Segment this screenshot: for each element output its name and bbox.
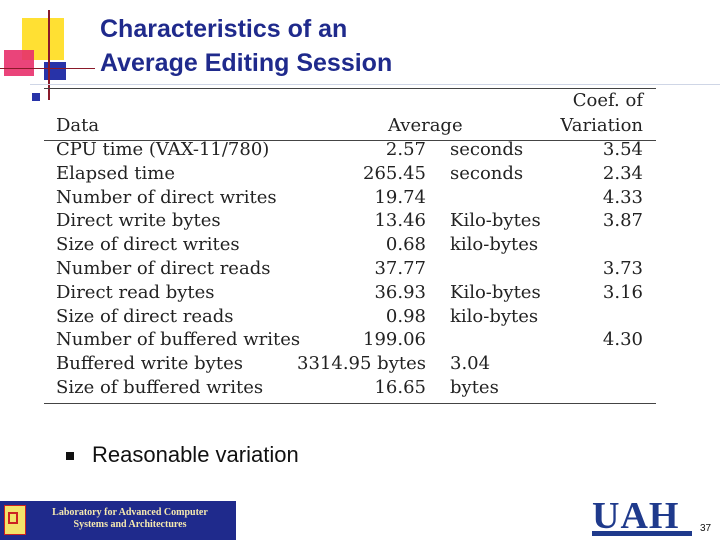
table-cell-cov: 3.87 — [602, 210, 643, 232]
lab-name: Laboratory for Advanced Computer Systems… — [30, 507, 230, 531]
lab-banner — [0, 501, 236, 540]
table-cell-avg: 13.46 — [374, 210, 426, 232]
table-cell-cov: 4.30 — [602, 329, 643, 351]
table-cell-cov: 3.16 — [602, 281, 643, 303]
lab-name-line-1: Laboratory for Advanced Computer — [52, 507, 208, 518]
table-cell-avg: 3314.95 bytes — [297, 353, 426, 375]
table-cell-data: Direct read bytes — [56, 281, 215, 303]
decor-red-square — [4, 50, 34, 76]
table-cell-cov: 3.54 — [602, 139, 643, 160]
table-cell-data: Number of buffered writes — [56, 329, 301, 351]
table-cell-data: Size of buffered writes — [56, 377, 264, 398]
table-cell-cov: 2.34 — [602, 162, 643, 184]
uah-logo-underline — [592, 531, 692, 536]
bullet-square-icon — [66, 452, 74, 460]
table-cell-data: Number of direct writes — [56, 186, 277, 208]
table-cell-unit: seconds — [450, 139, 524, 160]
table-cell-cov: 3.73 — [602, 258, 643, 279]
decor-vertical-line — [48, 10, 50, 100]
table-cell-avg: 37.77 — [374, 258, 426, 279]
editing-session-table: Coef. of Data Average Variation CPU time… — [44, 88, 656, 404]
header-cov-line1: Coef. of — [572, 90, 643, 111]
table-cell-data: Buffered write bytes — [56, 353, 243, 375]
table-cell-data: Elapsed time — [56, 162, 175, 184]
table-cell-avg: 0.98 — [385, 305, 426, 327]
table-cell-unit: kilo-bytes — [450, 305, 539, 327]
table-cell-data: CPU time (VAX-11/780) — [56, 139, 270, 160]
lab-name-line-2: Systems and Architectures — [73, 519, 187, 530]
decor-horizontal-line — [0, 68, 95, 69]
table-cell-unit: bytes — [450, 377, 499, 398]
title-line-2: Average Editing Session — [100, 49, 393, 77]
bullet-text: Reasonable variation — [92, 442, 299, 467]
table-cell-unit: seconds — [450, 162, 524, 184]
table-rule-top — [44, 88, 656, 89]
table-cell-avg: 0.68 — [385, 234, 426, 256]
table-rule-bottom — [44, 403, 656, 404]
title-line-1: Characteristics of an — [100, 15, 348, 43]
slide-title: Characteristics of an Average Editing Se… — [100, 12, 660, 80]
table-cell-data: Number of direct reads — [56, 258, 271, 279]
table-cell-cov: 4.33 — [602, 186, 643, 208]
table-cell-avg: 19.74 — [374, 186, 426, 208]
header-cov-line2: Variation — [560, 115, 643, 136]
decor-bullet-square — [32, 93, 40, 101]
table-cell-avg: 16.65 — [374, 377, 426, 398]
table-cell-unit: Kilo-bytes — [450, 281, 541, 303]
table-cell-unit: kilo-bytes — [450, 234, 539, 256]
table-cell-unit: Kilo-bytes — [450, 210, 541, 232]
table-cell-data: Size of direct writes — [56, 234, 240, 256]
header-data: Data — [56, 115, 100, 136]
header-average: Average — [388, 115, 463, 136]
table-cell-avg: 2.57 — [385, 139, 426, 160]
table-cell-avg: 36.93 — [374, 281, 426, 303]
page-number: 37 — [700, 523, 712, 534]
table-cell-unit: 3.04 — [450, 353, 491, 375]
table-cell-data: Size of direct reads — [56, 305, 234, 327]
uah-logo: UAH — [592, 495, 680, 537]
lab-logo-mark — [8, 512, 18, 524]
title-divider — [30, 84, 720, 85]
table-rule-header — [44, 140, 656, 141]
table-cell-data: Direct write bytes — [56, 210, 221, 232]
table-cell-avg: 199.06 — [363, 329, 426, 351]
table-cell-avg: 265.45 — [363, 162, 426, 184]
